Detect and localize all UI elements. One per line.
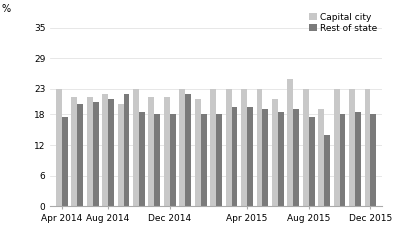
- Legend: Capital city, Rest of state: Capital city, Rest of state: [309, 13, 378, 32]
- Bar: [333, 89, 339, 206]
- Bar: [272, 99, 278, 206]
- Bar: [364, 89, 370, 206]
- Bar: [93, 102, 98, 206]
- Bar: [216, 114, 222, 206]
- Bar: [102, 94, 108, 206]
- Bar: [308, 117, 314, 206]
- Bar: [349, 89, 355, 206]
- Bar: [370, 114, 376, 206]
- Bar: [179, 89, 185, 206]
- Bar: [170, 114, 175, 206]
- Bar: [225, 89, 231, 206]
- Bar: [62, 117, 67, 206]
- Bar: [303, 89, 308, 206]
- Bar: [318, 109, 324, 206]
- Bar: [185, 94, 191, 206]
- Bar: [324, 135, 330, 206]
- Bar: [87, 97, 93, 206]
- Bar: [123, 94, 129, 206]
- Bar: [247, 107, 253, 206]
- Bar: [210, 89, 216, 206]
- Bar: [339, 114, 345, 206]
- Bar: [164, 97, 170, 206]
- Bar: [287, 79, 293, 206]
- Bar: [262, 109, 268, 206]
- Bar: [139, 112, 145, 206]
- Bar: [108, 99, 114, 206]
- Bar: [355, 112, 361, 206]
- Bar: [231, 107, 237, 206]
- Bar: [133, 89, 139, 206]
- Bar: [154, 114, 160, 206]
- Bar: [118, 104, 123, 206]
- Bar: [77, 104, 83, 206]
- Bar: [293, 109, 299, 206]
- Bar: [241, 89, 247, 206]
- Bar: [71, 97, 77, 206]
- Text: %: %: [1, 4, 10, 14]
- Bar: [56, 89, 62, 206]
- Bar: [278, 112, 284, 206]
- Bar: [200, 114, 206, 206]
- Bar: [195, 99, 200, 206]
- Bar: [256, 89, 262, 206]
- Bar: [148, 97, 154, 206]
